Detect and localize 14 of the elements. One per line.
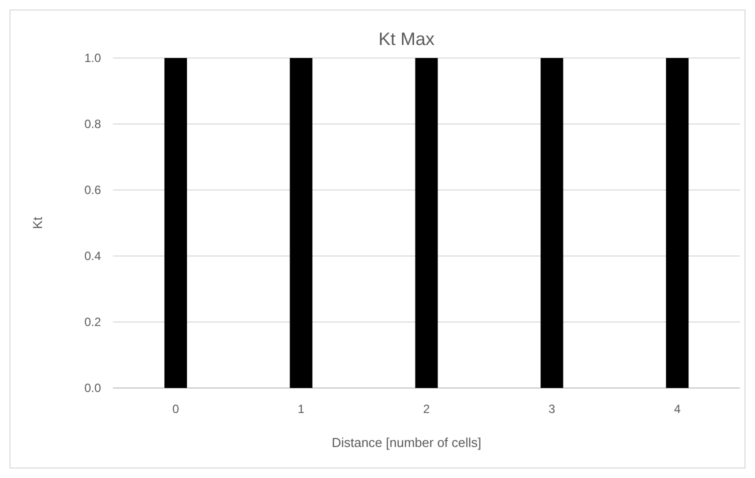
x-tick-label: 1 [298, 402, 305, 416]
x-tick-label: 0 [172, 402, 180, 416]
y-tick-label: 0.8 [84, 117, 102, 132]
x-tick-label: 2 [423, 402, 430, 416]
x-tick-label: 4 [674, 402, 681, 416]
y-tick-label: 1.0 [84, 51, 102, 66]
chart-title: Kt Max [378, 29, 435, 49]
y-axis-title: Kt [30, 216, 45, 230]
x-axis-title: Distance [number of cells] [332, 435, 482, 450]
y-tick-label: 0.6 [84, 183, 102, 198]
y-tick-label: 0.4 [84, 249, 102, 264]
y-tick-label: 0.2 [84, 315, 102, 330]
y-tick-label: 0.0 [84, 381, 102, 396]
x-tick-label: 3 [548, 402, 556, 416]
